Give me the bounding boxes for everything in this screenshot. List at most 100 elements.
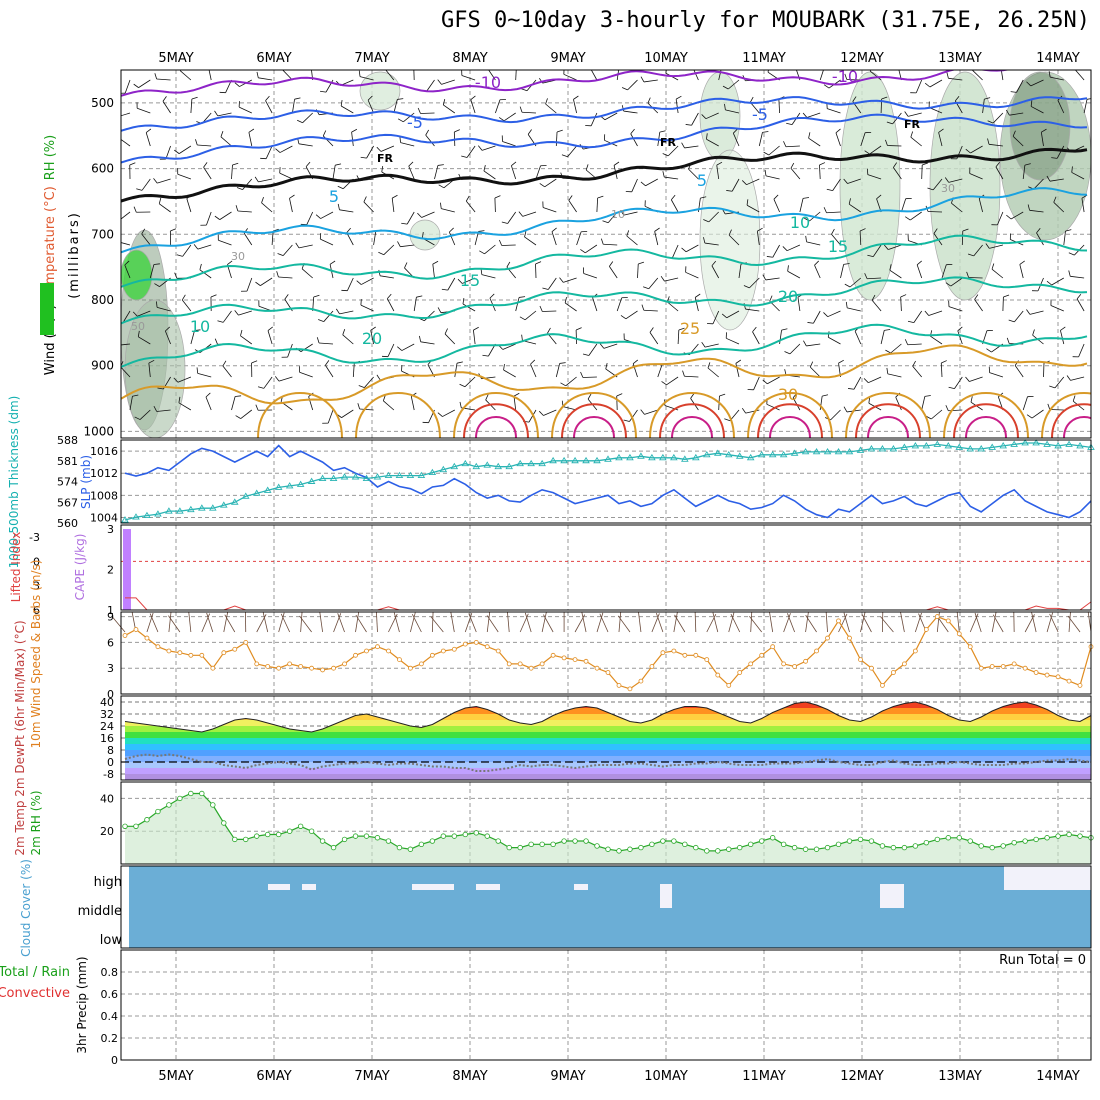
barb-10m xyxy=(674,614,686,633)
wind-speed-point xyxy=(891,670,896,675)
day-label-bottom: 8MAY xyxy=(452,1069,487,1084)
rh-point xyxy=(1022,838,1028,844)
wind-barb-flag xyxy=(461,155,468,158)
wind-barb-flag xyxy=(449,227,454,233)
wind-barb xyxy=(208,70,212,81)
wind-barb-flag xyxy=(235,415,241,419)
wind-barb xyxy=(177,173,192,180)
wind-barb xyxy=(481,145,496,151)
wind-barb-flag xyxy=(640,76,645,83)
wind-barb-flag xyxy=(482,354,489,357)
wind-barb xyxy=(359,76,374,81)
wind-barb-flag xyxy=(876,194,882,200)
wind-barb xyxy=(129,396,133,411)
wind-barb xyxy=(279,172,293,180)
wind-barb-flag xyxy=(284,294,289,300)
wind-barb xyxy=(387,343,395,357)
wind-barb-flag xyxy=(1030,100,1033,107)
wind-barb-flag xyxy=(274,376,280,382)
wind-barb-flag xyxy=(1024,163,1031,166)
wind-barb xyxy=(753,376,760,390)
wind-barb xyxy=(386,298,395,312)
wind-barb-flag xyxy=(1060,326,1066,331)
wind-barb-flag xyxy=(519,106,523,113)
wind-barb xyxy=(772,244,780,258)
wind-barb-flag xyxy=(580,371,584,378)
barb-10m xyxy=(805,612,809,633)
wind-barb-flag xyxy=(822,394,829,397)
day-label-bottom: 6MAY xyxy=(256,1069,291,1084)
thickness-point xyxy=(483,461,492,468)
thickness-ytick: 574 xyxy=(57,476,78,489)
thickness-point xyxy=(812,447,821,455)
thickness-point xyxy=(746,453,755,461)
wind-barb-flag xyxy=(232,162,239,166)
wind-barb xyxy=(258,77,273,81)
warm-dome xyxy=(867,416,909,438)
wind-barb-flag xyxy=(511,161,517,166)
wind-barb-flag xyxy=(199,263,202,270)
wind-barb-flag xyxy=(609,261,614,267)
thickness-point xyxy=(593,456,601,464)
wind-barb-flag xyxy=(695,293,701,298)
barb-10m xyxy=(969,613,979,633)
barb-10m xyxy=(728,612,735,633)
barb-10m xyxy=(581,612,587,633)
wind-barb-flag xyxy=(346,227,351,233)
barb-10m xyxy=(524,612,532,633)
wind-barb xyxy=(366,145,374,159)
wind-barb-flag xyxy=(539,305,543,312)
wind-barb-flag xyxy=(757,227,763,232)
wind-barb-flag xyxy=(1048,71,1051,78)
wind-barb xyxy=(1000,70,1004,81)
rh-point xyxy=(254,833,260,839)
wind-barb xyxy=(948,306,963,312)
wind-barb xyxy=(555,363,561,378)
barb-10m xyxy=(337,613,345,633)
cloud-ytick: high xyxy=(94,875,122,890)
wind-barb xyxy=(1070,376,1085,381)
rh-point xyxy=(726,846,732,852)
thickness-point xyxy=(241,492,250,499)
wind-barb-flag xyxy=(1026,309,1031,315)
wind-barb xyxy=(301,268,313,279)
wind-barb xyxy=(840,264,845,279)
wind-barb xyxy=(890,343,902,354)
thickness-point xyxy=(176,507,184,514)
wind-barb xyxy=(773,199,780,213)
wind-barb xyxy=(603,243,618,246)
thickness-ytick: 581 xyxy=(57,455,78,468)
wind-barb-flag xyxy=(823,312,828,317)
barb-10m xyxy=(1031,612,1037,633)
wind-barb xyxy=(950,277,963,287)
wind-barb-flag xyxy=(703,237,706,244)
day-label-bottom: 7MAY xyxy=(354,1069,389,1084)
wind-barb-flag xyxy=(743,285,750,289)
wind-barb-flag xyxy=(867,254,874,257)
warm-dome xyxy=(475,416,517,438)
wind-barb-flag xyxy=(275,148,281,153)
wind-barb-flag xyxy=(807,322,814,324)
wind-barb-flag xyxy=(148,359,155,364)
wind-barb-flag xyxy=(924,82,931,88)
rh-point xyxy=(813,846,820,852)
wind-barb xyxy=(989,372,1004,378)
rh-point xyxy=(1055,833,1061,839)
wind-barb xyxy=(447,277,456,291)
rh-point xyxy=(693,844,699,851)
wind-barb-flag xyxy=(277,253,284,256)
wind-barb-flag xyxy=(724,103,726,110)
warm-dome xyxy=(769,416,811,438)
wind-barb xyxy=(319,342,334,345)
wind-barb xyxy=(667,145,679,157)
warm-dome xyxy=(845,392,931,438)
wind-barb-flag xyxy=(483,165,486,172)
thickness-point xyxy=(735,452,744,459)
wind-barb xyxy=(340,105,354,114)
wind-barb-flag xyxy=(392,194,398,199)
wind-barb xyxy=(731,178,740,192)
wind-speed-point xyxy=(825,635,830,641)
rh-point xyxy=(517,844,523,851)
thickness-point xyxy=(703,450,711,458)
wind-barb-flag xyxy=(178,396,181,403)
